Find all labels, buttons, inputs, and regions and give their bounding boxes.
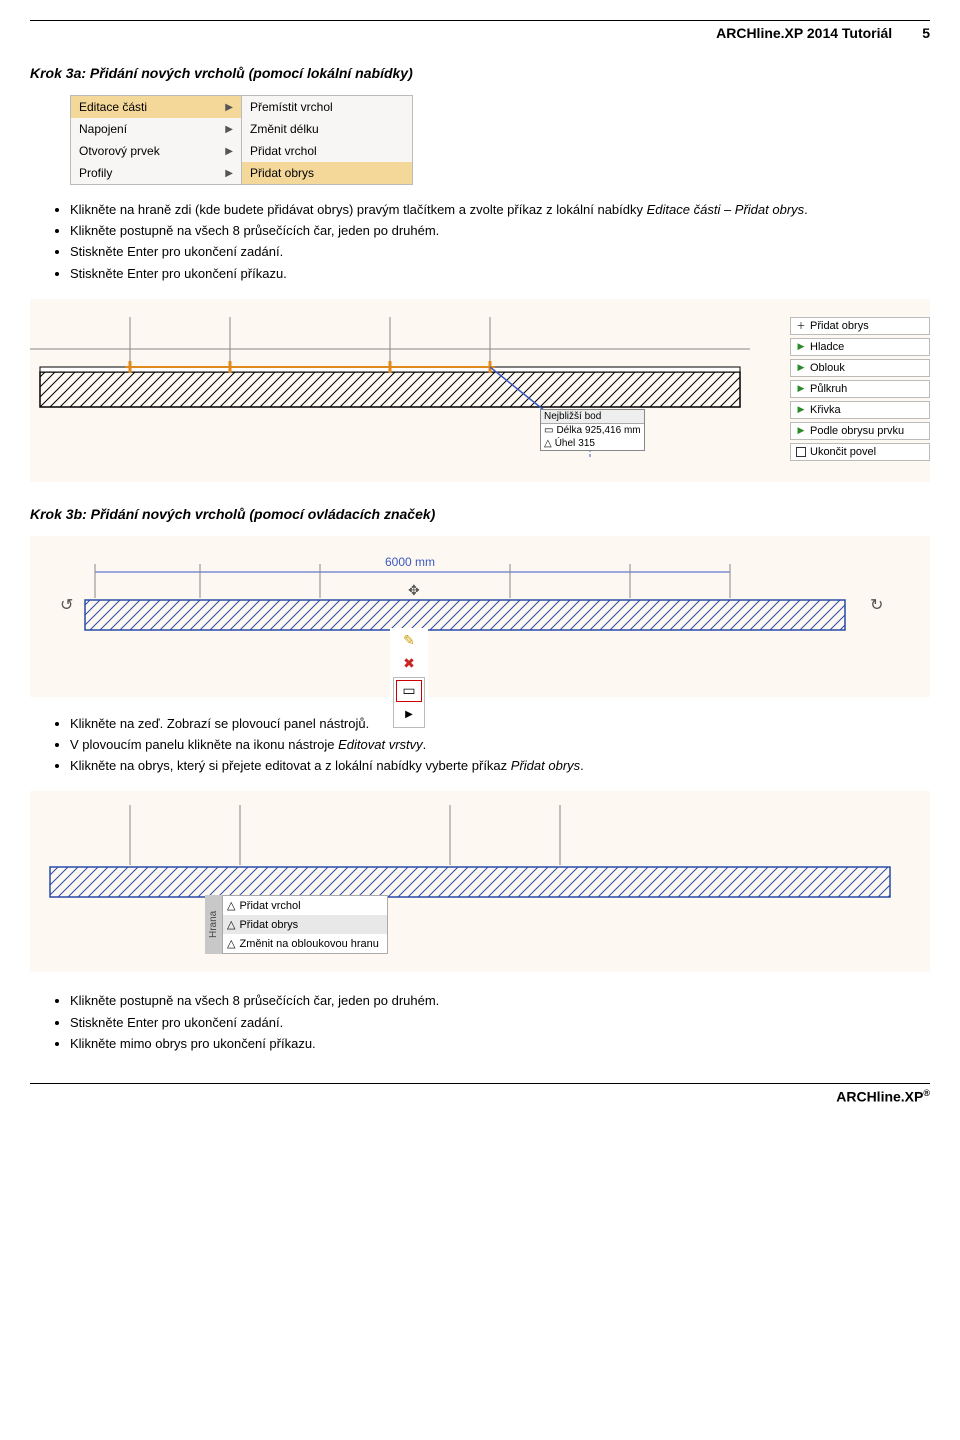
play-icon: ▶ (795, 383, 807, 395)
diagram-popup-menu: Hrana △Přidat vrchol △Přidat obrys △Změn… (30, 791, 930, 972)
plus-icon: ＋ (795, 320, 807, 332)
step3b-title: Krok 3b: Přidání nových vrcholů (pomocí … (30, 506, 930, 522)
popup-item-pridat-obrys[interactable]: △Přidat obrys (223, 915, 387, 934)
triangle-icon: △ (227, 899, 235, 912)
footer-brand: ARCHline.XP (836, 1089, 923, 1105)
menu-item-otvorovy-prvek[interactable]: Otvorový prvek▶ (71, 140, 241, 162)
side-item-pridat-obrys[interactable]: ＋Přidat obrys (790, 317, 930, 335)
side-item-pulkruh[interactable]: ▶Půlkruh (790, 380, 930, 398)
tooltip-box: Nejbližší bod ▭Délka925,416 mm △Úhel315 (540, 409, 645, 451)
context-menu-right: Přemístit vrchol Změnit délku Přidat vrc… (241, 95, 413, 185)
stop-icon (795, 446, 807, 458)
svg-text:↺: ↺ (60, 597, 73, 614)
wall-popup-svg (30, 805, 910, 955)
registered-icon: ® (923, 1088, 930, 1098)
triangle-icon: △ (227, 937, 235, 950)
side-item-hladce[interactable]: ▶Hladce (790, 338, 930, 356)
bullet-item: Klikněte postupně na všech 8 průsečících… (70, 222, 930, 240)
floating-toolbar: ✎ ✖ ▭ ▶ (390, 628, 428, 731)
bullet-item: Klikněte na hraně zdi (kde budete přidáv… (70, 201, 930, 219)
triangle-icon: △ (227, 918, 235, 931)
menu-item-editace-casti[interactable]: Editace části▶ (71, 96, 241, 118)
ruler-icon: ▭ (544, 425, 553, 436)
header-rule (30, 20, 930, 21)
play-icon: ▶ (795, 341, 807, 353)
header: ARCHline.XP 2014 Tutoriál 5 (30, 25, 930, 41)
page: ARCHline.XP 2014 Tutoriál 5 Krok 3a: Při… (0, 0, 960, 1125)
menu-item-profily[interactable]: Profily▶ (71, 162, 241, 184)
bullet-item: Klikněte na obrys, který si přejete edit… (70, 757, 930, 775)
angle-value: 315 (578, 438, 595, 449)
menu-item-pridat-vrchol[interactable]: Přidat vrchol (242, 140, 412, 162)
step3a-title: Krok 3a: Přidání nových vrcholů (pomocí … (30, 65, 930, 81)
bullet-item: Klikněte na zeď. Zobrazí se plovoucí pan… (70, 715, 930, 733)
bullet-item: Klikněte mimo obrys pro ukončení příkazu… (70, 1035, 930, 1053)
svg-text:↻: ↻ (870, 597, 883, 614)
header-title: ARCHline.XP 2014 Tutoriál (716, 25, 892, 41)
dimension-label: 6000 mm (385, 555, 435, 569)
footer: ARCHline.XP® (30, 1083, 930, 1105)
menu-item-premistit-vrchol[interactable]: Přemístit vrchol (242, 96, 412, 118)
bullet-item: Stiskněte Enter pro ukončení zadání. (70, 1014, 930, 1032)
final-bullets: Klikněte postupně na všech 8 průsečících… (30, 992, 930, 1053)
side-item-oblouk[interactable]: ▶Oblouk (790, 359, 930, 377)
side-item-ukoncit[interactable]: Ukončit povel (790, 443, 930, 461)
diagram-floating-toolbar: 6000 mm ↺ ↻ ✥ ✎ ✖ ▭ (30, 536, 930, 697)
chevron-right-icon: ▶ (225, 146, 233, 157)
side-tab-hrana: Hrana (205, 895, 222, 954)
popup-menu: △Přidat vrchol △Přidat obrys △Změnit na … (222, 895, 388, 954)
context-menu-left: Editace části▶ Napojení▶ Otvorový prvek▶… (70, 95, 241, 185)
angle-label: Úhel (555, 438, 576, 449)
popup-item-zmenit-hranu[interactable]: △Změnit na obloukovou hranu (223, 934, 387, 953)
svg-text:✥: ✥ (408, 582, 420, 598)
wall-selected-svg: 6000 mm ↺ ↻ ✥ (30, 550, 910, 680)
step3a-bullets: Klikněte na hraně zdi (kde budete přidáv… (30, 201, 930, 283)
page-number: 5 (922, 25, 930, 41)
toolbar-delete-button[interactable]: ✖ (397, 654, 421, 674)
toolbar-edit-layers-button[interactable]: ▭ (396, 680, 422, 702)
play-icon: ▶ (795, 425, 807, 437)
toolbar-more-button[interactable]: ▶ (397, 705, 421, 725)
popup-item-pridat-vrchol[interactable]: △Přidat vrchol (223, 896, 387, 915)
length-label: Délka (556, 425, 582, 436)
menu-item-zmenit-delku[interactable]: Změnit délku (242, 118, 412, 140)
step3b-bullets: Klikněte na zeď. Zobrazí se plovoucí pan… (30, 715, 930, 776)
menu-item-napojeni[interactable]: Napojení▶ (71, 118, 241, 140)
bullet-item: Stiskněte Enter pro ukončení příkazu. (70, 265, 930, 283)
bullet-item: Stiskněte Enter pro ukončení zadání. (70, 243, 930, 261)
chevron-right-icon: ▶ (225, 102, 233, 113)
toolbar-edit-button[interactable]: ✎ (397, 631, 421, 651)
play-icon: ▶ (795, 404, 807, 416)
chevron-right-icon: ▶ (225, 168, 233, 179)
side-item-krivka[interactable]: ▶Křivka (790, 401, 930, 419)
tooltip-label: Nejbližší bod (544, 411, 601, 422)
bullet-item: Klikněte postupně na všech 8 průsečících… (70, 992, 930, 1010)
bullet-item: V plovoucím panelu klikněte na ikonu nás… (70, 736, 930, 754)
context-menu-screenshot: Editace části▶ Napojení▶ Otvorový prvek▶… (70, 95, 930, 185)
menu-item-pridat-obrys[interactable]: Přidat obrys (242, 162, 412, 184)
side-item-podle-obrysu[interactable]: ▶Podle obrysu prvku (790, 422, 930, 440)
play-icon: ▶ (795, 362, 807, 374)
diagram-add-outline: Nejbližší bod ▭Délka925,416 mm △Úhel315 … (30, 299, 930, 482)
angle-icon: △ (544, 438, 552, 449)
length-value: 925,416 mm (585, 425, 641, 436)
side-panel: ＋Přidat obrys ▶Hladce ▶Oblouk ▶Půlkruh ▶… (790, 317, 930, 464)
chevron-right-icon: ▶ (225, 124, 233, 135)
